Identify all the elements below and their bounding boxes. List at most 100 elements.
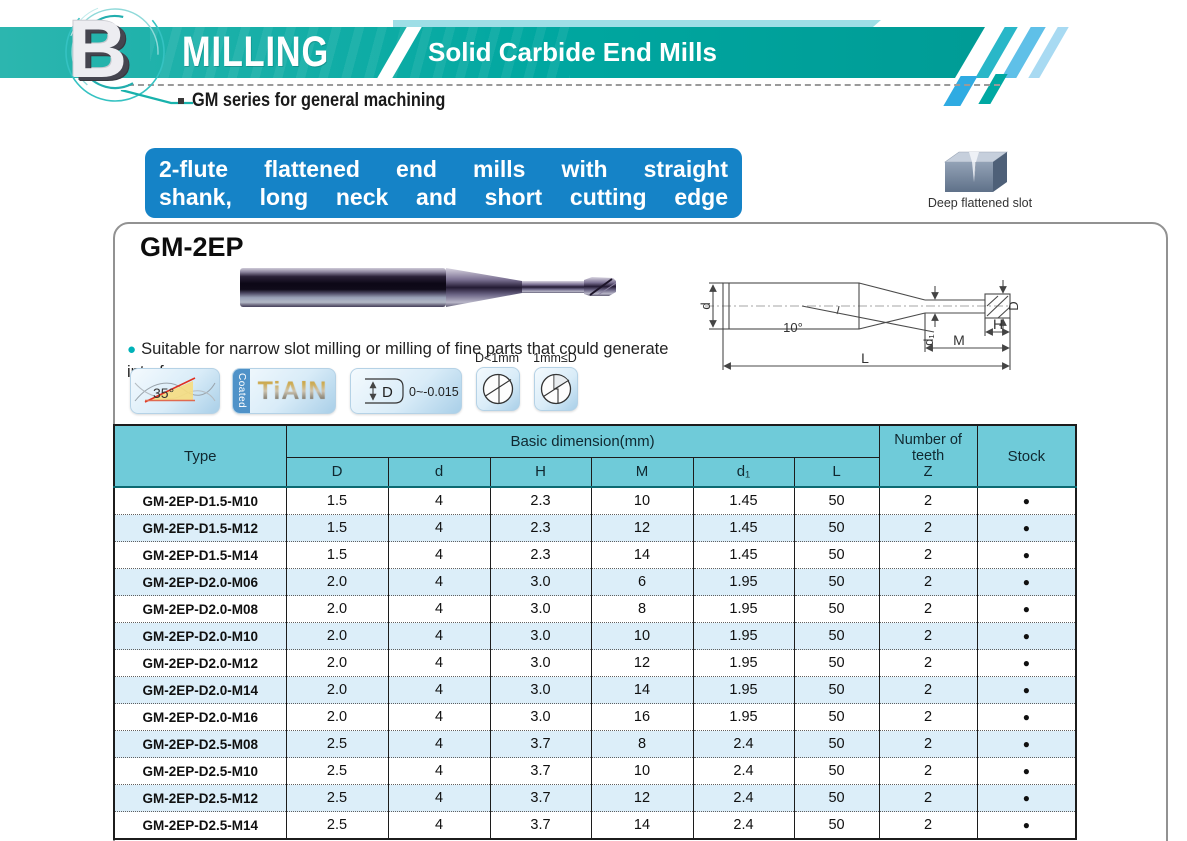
dim-cell: 50 [793, 784, 880, 812]
dim-cell: 3.0 [489, 649, 592, 677]
dim-cell: 12 [590, 784, 694, 812]
helix-angle-icon: 35° [130, 368, 220, 414]
dim-cell: 14 [590, 676, 694, 704]
dim-cell: 1.45 [692, 541, 795, 569]
type-cell: GM-2EP-D2.0-M06 [113, 568, 287, 596]
dim-cell: 2.0 [285, 703, 389, 731]
dim-cell: 12 [590, 514, 694, 542]
dim-cell: 10 [590, 622, 694, 650]
dim-cell: 1.5 [285, 541, 389, 569]
teeth-cell: 2 [878, 541, 978, 569]
feature-banner: 2-flute flattened end mills with straigh… [145, 148, 742, 218]
dim-cell: 1.45 [692, 486, 795, 515]
table-row: GM-2EP-D2.0-M14 2.0 4 3.0 14 1.95 50 2 ● [113, 676, 1077, 704]
table-row: GM-2EP-D2.0-M10 2.0 4 3.0 10 1.95 50 2 ● [113, 622, 1077, 650]
slash-decoration [978, 74, 1008, 104]
dim-cell: 16 [590, 703, 694, 731]
dim-cell: 3.0 [489, 676, 592, 704]
slot-figure-image [944, 151, 1008, 192]
col-header-dim: d₁ [692, 456, 795, 488]
stock-cell: ● [976, 568, 1077, 596]
teeth-cell: 2 [878, 676, 978, 704]
dim-cell: 4 [387, 757, 491, 785]
col-header-dim: H [489, 456, 592, 488]
teeth-cell: 2 [878, 595, 978, 623]
col-header-group: Basic dimension(mm) [285, 424, 880, 458]
table-row: GM-2EP-D1.5-M12 1.5 4 2.3 12 1.45 50 2 ● [113, 514, 1077, 542]
logo-letter: B [68, 4, 128, 95]
slot-figure-caption: Deep flattened slot [927, 196, 1033, 210]
dim-cell: 50 [793, 622, 880, 650]
dim-cell: 1.95 [692, 568, 795, 596]
dim-cell: 1.45 [692, 514, 795, 542]
dim-label-m: M [953, 332, 965, 348]
dim-cell: 1.95 [692, 622, 795, 650]
dim-cell: 2.3 [489, 541, 592, 569]
dim-cell: 4 [387, 622, 491, 650]
product-name: GM-2EP [140, 232, 244, 262]
dim-cell: 1.95 [692, 595, 795, 623]
flute-small-icon [476, 367, 520, 411]
table-row: GM-2EP-D1.5-M10 1.5 4 2.3 10 1.45 50 2 ● [113, 486, 1077, 515]
series-note: GM series for general machining [192, 90, 446, 111]
banner-line-1: 2-flute flattened end mills with straigh… [159, 156, 728, 182]
flute-small-label: D<1mm [474, 351, 520, 365]
teeth-cell: 2 [878, 757, 978, 785]
dim-cell: 4 [387, 595, 491, 623]
col-header-dim: D [285, 456, 389, 488]
dashed-rule [128, 84, 1000, 86]
dim-cell: 50 [793, 568, 880, 596]
dim-cell: 4 [387, 676, 491, 704]
dim-cell: 4 [387, 730, 491, 758]
helix-angle-drawing: 35° [134, 377, 216, 403]
coated-label: Coated [233, 369, 250, 413]
stock-cell: ● [976, 730, 1077, 758]
dim-cell: 10 [590, 486, 694, 515]
col-header-dim: d [387, 456, 491, 488]
dim-cell: 6 [590, 568, 694, 596]
dim-cell: 3.0 [489, 595, 592, 623]
dim-cell: 2.3 [489, 514, 592, 542]
flute-small-drawing [482, 373, 514, 405]
teeth-cell: 2 [878, 730, 978, 758]
teeth-cell: 2 [878, 811, 978, 839]
stock-cell: ● [976, 622, 1077, 650]
endmill-photo [240, 268, 617, 307]
stock-cell: ● [976, 595, 1077, 623]
dim-label-d1: d₁ [921, 334, 936, 346]
section-title: MILLING [182, 28, 329, 76]
logo-rings-icon [65, 2, 165, 102]
dim-cell: 3.0 [489, 622, 592, 650]
dim-cell: 2.0 [285, 676, 389, 704]
dim-cell: 2.5 [285, 811, 389, 839]
dim-cell: 2.3 [489, 486, 592, 515]
type-cell: GM-2EP-D2.0-M08 [113, 595, 287, 623]
helix-angle-label: 35° [153, 385, 174, 401]
dim-cell: 50 [793, 541, 880, 569]
stock-cell: ● [976, 757, 1077, 785]
dim-cell: 2.4 [692, 730, 795, 758]
slash-decoration [943, 76, 978, 106]
dim-cell: 2.0 [285, 622, 389, 650]
table-row: GM-2EP-D2.0-M06 2.0 4 3.0 6 1.95 50 2 ● [113, 568, 1077, 596]
dim-cell: 1.5 [285, 514, 389, 542]
col-header-dim: M [590, 456, 694, 488]
dim-cell: 3.7 [489, 811, 592, 839]
tolerance-drawing: D 0~-0.015 [365, 378, 459, 404]
dim-cell: 50 [793, 676, 880, 704]
teeth-cell: 2 [878, 622, 978, 650]
dim-cell: 1.95 [692, 703, 795, 731]
dim-label-l: L [861, 350, 869, 366]
type-cell: GM-2EP-D2.5-M12 [113, 784, 287, 812]
dim-label-cap-d: D [1006, 301, 1019, 310]
teeth-cell: 2 [878, 784, 978, 812]
teeth-cell: 2 [878, 649, 978, 677]
type-cell: GM-2EP-D1.5-M12 [113, 514, 287, 542]
table-row: GM-2EP-D2.0-M16 2.0 4 3.0 16 1.95 50 2 ● [113, 703, 1077, 731]
header-accent-bar [393, 20, 881, 27]
stock-cell: ● [976, 514, 1077, 542]
dim-cell: 50 [793, 486, 880, 515]
type-cell: GM-2EP-D2.0-M16 [113, 703, 287, 731]
dimension-drawing: d 10° d₁ H M L D [698, 280, 1019, 370]
